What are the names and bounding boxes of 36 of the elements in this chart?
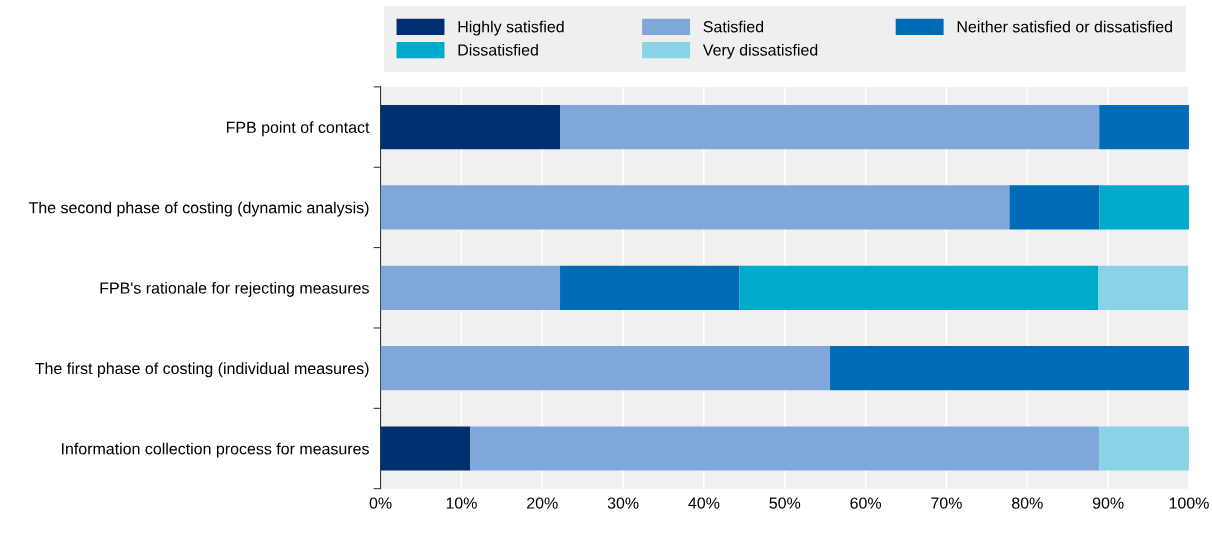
- bar: [560, 265, 740, 310]
- bar: [830, 346, 1189, 391]
- bar: [380, 346, 831, 391]
- y-tick-label: FPB's rationale for rejecting measures: [100, 282, 369, 297]
- x-tick-label: 20%: [527, 497, 558, 509]
- bar: [560, 104, 1100, 150]
- x-tick-label: 40%: [688, 497, 720, 509]
- legend-label: Very dissatisfied: [702, 43, 818, 59]
- bar: [380, 185, 1010, 230]
- bar: [1099, 104, 1189, 150]
- bar: [380, 265, 561, 310]
- x-tick-label: 50%: [769, 497, 801, 509]
- y-tick-label: FPB point of contact: [226, 121, 370, 137]
- x-tick-label: 100%: [1169, 497, 1209, 509]
- y-tick-label: Information collection process for measures: [62, 442, 369, 458]
- bar: [380, 426, 471, 471]
- x-tick-label: 0%: [369, 497, 392, 509]
- x-tick-label: 60%: [850, 497, 882, 509]
- x-tick-label: 90%: [1092, 497, 1124, 509]
- x-tick-label: 30%: [607, 497, 639, 509]
- bar: [1099, 426, 1189, 471]
- bar: [1009, 185, 1100, 230]
- legend-label: Highly satisfied: [458, 20, 564, 36]
- x-tick-label: 80%: [1012, 497, 1043, 509]
- bar: [1098, 265, 1189, 310]
- bar: [739, 265, 1099, 310]
- y-tick-label: The second phase of costing (dynamic analysis): [28, 201, 369, 217]
- bar: [470, 426, 1100, 471]
- x-tick-label: 70%: [931, 497, 962, 509]
- bar: [1099, 185, 1189, 230]
- bar: [380, 104, 561, 150]
- x-tick-label: 10%: [446, 497, 477, 509]
- legend-label: Satisfied: [703, 20, 764, 33]
- legend-label: Neither satisfied or dissatisfied: [957, 20, 1172, 33]
- y-tick-label: The first phase of costing (individual measures): [35, 362, 369, 378]
- legend-label: Dissatisfied: [458, 43, 538, 56]
